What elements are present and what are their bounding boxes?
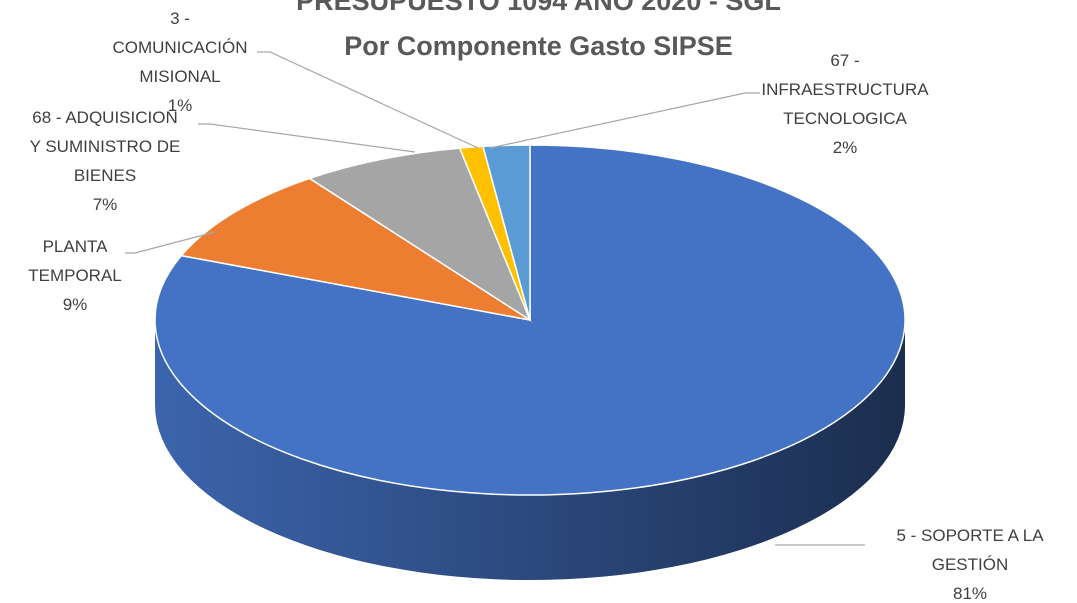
value-label: 9% [62, 295, 88, 314]
value-label: 81% [952, 584, 988, 603]
data-label: 68 - ADQUISICION Y SUMINISTRO DE BIENES 7… [10, 103, 200, 219]
leader-line [489, 92, 760, 149]
leader-line [257, 51, 479, 149]
leader-line [198, 123, 416, 153]
data-label: 67 - INFRAESTRUCTURA TECNOLOGICA 2% [745, 46, 945, 162]
slice [179, 177, 531, 321]
value-label: 7% [92, 195, 118, 214]
slice [307, 147, 532, 322]
slice [154, 144, 906, 496]
slice [482, 144, 531, 321]
data-label: 3 - COMUNICACIÓN MISIONAL 1% [90, 4, 270, 120]
leader-line [125, 231, 216, 254]
category-label: 67 - INFRAESTRUCTURA TECNOLOGICA [761, 51, 929, 128]
category-label: PLANTA TEMPORAL [28, 237, 122, 285]
side-shade [155, 320, 905, 580]
category-label: 3 - COMUNICACIÓN MISIONAL [112, 9, 248, 86]
value-label: 1% [167, 96, 193, 115]
chart-title: PRESUPUESTO 1094 AÑO 2020 - SGL [296, 0, 781, 16]
data-label: 5 - SOPORTE A LA GESTIÓN 81% [880, 521, 1060, 603]
chart-subtitle: Por Componente Gasto SIPSE [344, 31, 733, 61]
value-label: 2% [832, 138, 858, 157]
data-label: PLANTA TEMPORAL 9% [20, 232, 130, 319]
category-label: 68 - ADQUISICION Y SUMINISTRO DE BIENES [29, 108, 181, 185]
category-label: 5 - SOPORTE A LA GESTIÓN [896, 526, 1044, 574]
